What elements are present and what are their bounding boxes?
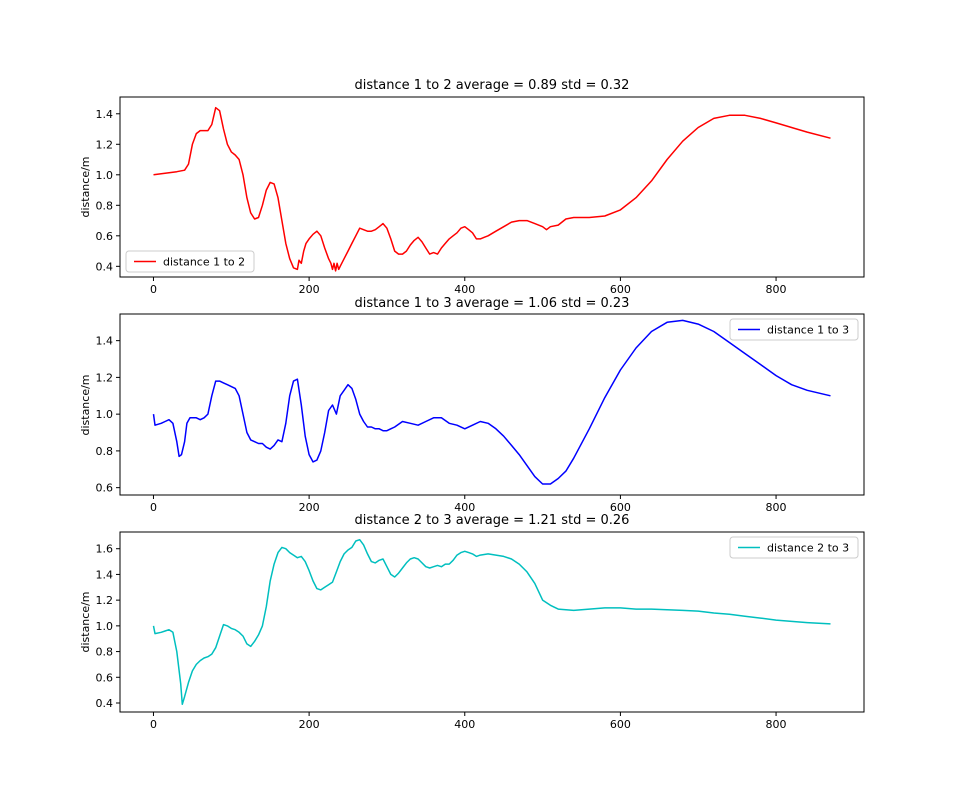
- y-tick-label: 1.0: [96, 169, 114, 182]
- series-line-distance-2-to-3: [152, 538, 831, 706]
- y-axis-label: distance/m: [79, 156, 92, 217]
- y-tick-label: 0.4: [96, 697, 114, 710]
- legend-label: distance 1 to 2: [163, 256, 245, 269]
- x-tick-label: 200: [299, 718, 320, 731]
- y-tick-label: 0.8: [96, 199, 114, 212]
- x-tick-label: 600: [610, 501, 631, 514]
- subplot-distance-2-to-3: distance 2 to 3 average = 1.21 std = 0.2…: [79, 513, 865, 731]
- x-tick-label: 600: [610, 283, 631, 296]
- y-tick-label: 1.0: [96, 620, 114, 633]
- x-tick-label: 800: [766, 283, 787, 296]
- legend-box: [125, 250, 255, 273]
- y-tick-label: 1.4: [96, 568, 114, 581]
- legend: distance 2 to 3: [729, 536, 859, 559]
- x-tick-label: 400: [454, 718, 475, 731]
- y-tick-label: 1.2: [96, 371, 114, 384]
- subplot-distance-1-to-2: distance 1 to 2 average = 0.89 std = 0.3…: [79, 78, 865, 296]
- axes-frame: [119, 531, 865, 713]
- x-tick-label: 600: [610, 718, 631, 731]
- series-line-distance-1-to-3: [152, 319, 831, 485]
- legend: distance 1 to 3: [729, 318, 859, 341]
- y-tick-label: 1.4: [96, 108, 114, 121]
- legend-label: distance 1 to 3: [767, 324, 849, 337]
- y-tick-label: 1.2: [96, 594, 114, 607]
- y-tick-label: 1.2: [96, 138, 114, 151]
- y-tick-label: 1.4: [96, 335, 114, 348]
- x-tick-label: 0: [150, 283, 157, 296]
- subplot-distance-1-to-3: distance 1 to 3 average = 1.06 std = 0.2…: [79, 296, 865, 514]
- plot-area: 0 200 400 600 800 0.4 0.6 0.8 1.0 1.2 1.4 1.6 distan…: [96, 536, 859, 731]
- y-tick-label: 0.4: [96, 260, 114, 273]
- x-tick-label: 800: [766, 718, 787, 731]
- y-tick-label: 0.6: [96, 230, 114, 243]
- axes-frame: [119, 313, 865, 496]
- y-axis-label: distance/m: [79, 591, 92, 652]
- legend: distance 1 to 2: [125, 250, 255, 273]
- y-tick-label: 0.8: [96, 646, 114, 659]
- legend-box: [729, 536, 859, 559]
- x-tick-label: 400: [454, 501, 475, 514]
- x-tick-label: 200: [299, 283, 320, 296]
- plot-area: 0 200 400 600 800 0.6 0.8 1.0 1.2 1.4 distance 1 t…: [96, 318, 859, 514]
- y-tick-label: 1.0: [96, 408, 114, 421]
- x-tick-label: 0: [150, 718, 157, 731]
- y-tick-label: 0.6: [96, 482, 114, 495]
- x-tick-label: 200: [299, 501, 320, 514]
- subplot-title: distance 1 to 2 average = 0.89 std = 0.3…: [355, 78, 630, 93]
- y-tick-label: 0.6: [96, 671, 114, 684]
- y-tick-label: 1.6: [96, 543, 114, 556]
- x-tick-label: 800: [766, 501, 787, 514]
- x-tick-label: 400: [454, 283, 475, 296]
- plot-area: 0 200 400 600 800 0.4 0.6 0.8 1.0 1.2 1.4 distance …: [96, 106, 831, 296]
- y-axis-label: distance/m: [79, 374, 92, 435]
- subplot-title: distance 2 to 3 average = 1.21 std = 0.2…: [355, 513, 630, 528]
- legend-label: distance 2 to 3: [767, 542, 849, 555]
- series-line-distance-1-to-2: [153, 106, 831, 272]
- y-tick-label: 0.8: [96, 445, 114, 458]
- axes-frame: [119, 96, 865, 278]
- x-tick-label: 0: [150, 501, 157, 514]
- subplot-title: distance 1 to 3 average = 1.06 std = 0.2…: [355, 296, 630, 311]
- legend-box: [729, 318, 859, 341]
